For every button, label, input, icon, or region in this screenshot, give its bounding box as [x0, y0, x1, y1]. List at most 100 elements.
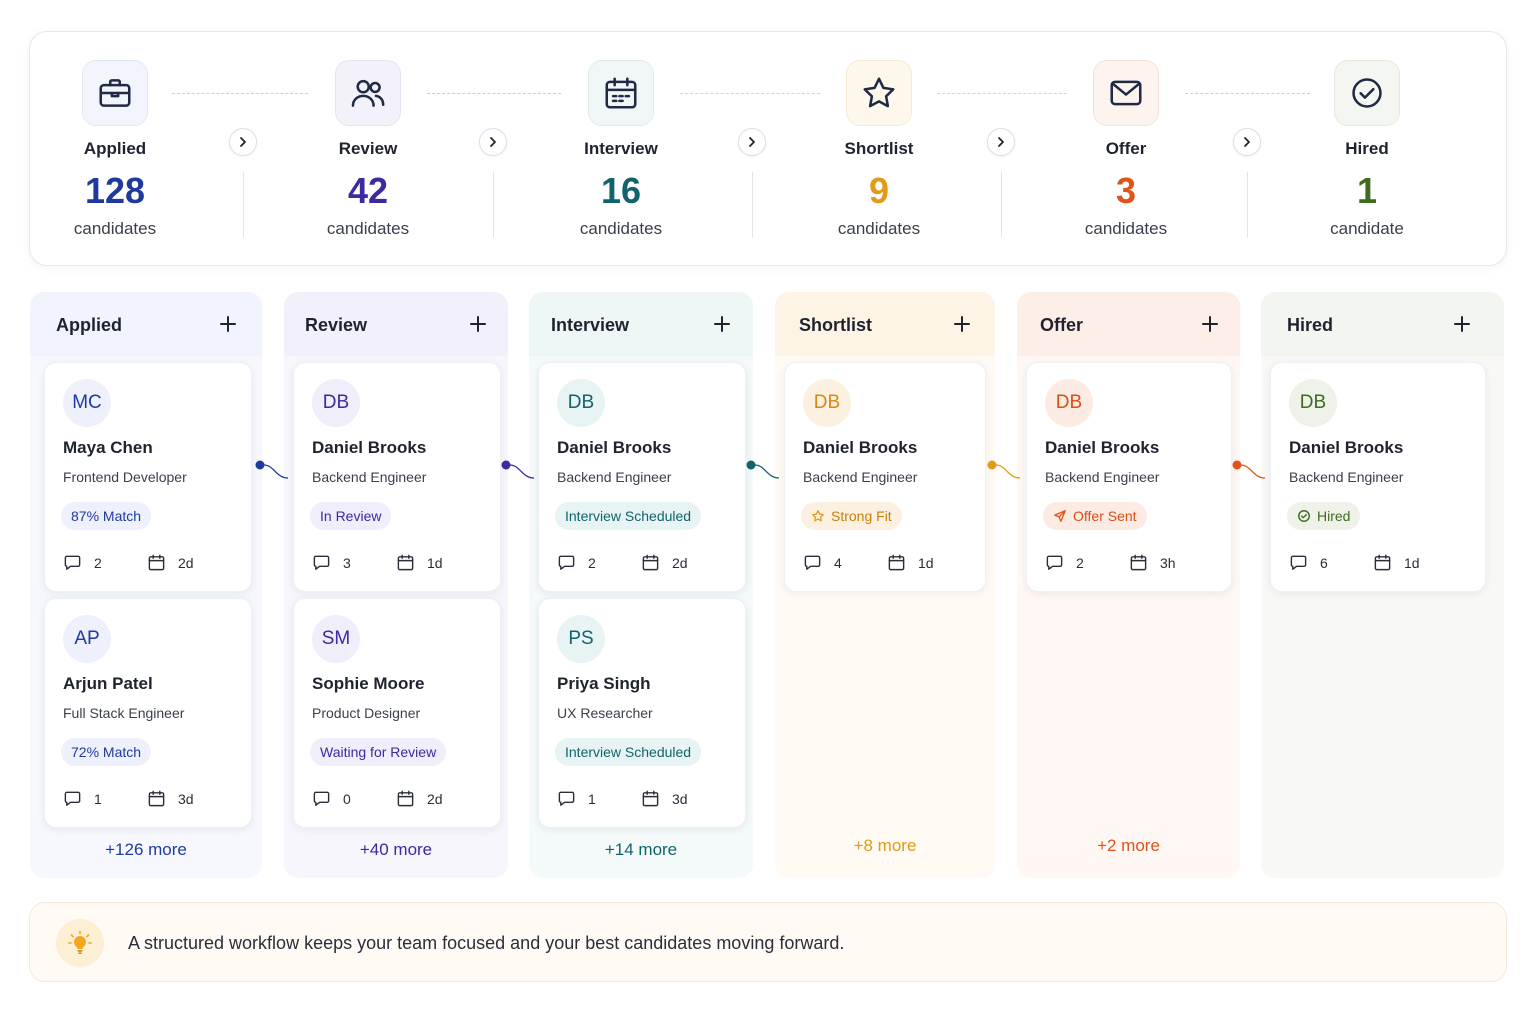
comments-count[interactable]: 1	[63, 789, 102, 808]
age-indicator: 3d	[147, 789, 194, 808]
stage-label: Interview	[584, 139, 658, 158]
add-candidate-button[interactable]	[216, 312, 240, 336]
stage-count: 16	[600, 170, 642, 211]
add-candidate-button[interactable]	[950, 312, 974, 336]
chevron-right-icon	[240, 137, 246, 147]
show-more-link[interactable]: +8 more	[853, 836, 917, 855]
candidate-card[interactable]: DB Daniel Brooks Backend Engineer In Rev…	[293, 362, 501, 592]
candidate-name: Daniel Brooks	[1289, 438, 1404, 457]
stage-review[interactable]: Review 42 candidates	[283, 32, 453, 239]
show-more-link[interactable]: +2 more	[1097, 836, 1160, 855]
candidate-name: Daniel Brooks	[557, 438, 672, 457]
candidate-card[interactable]: MC Maya Chen Frontend Developer 87% Matc…	[44, 362, 252, 592]
column-title: Offer	[1040, 315, 1084, 335]
comment-icon	[64, 555, 81, 570]
candidate-card[interactable]: DB Daniel Brooks Backend Engineer Hired …	[1270, 362, 1486, 592]
check-circle-icon	[1298, 510, 1310, 522]
column-hired: Hired DB Daniel Brooks Backend Engineer …	[1261, 292, 1504, 878]
comments-value: 1	[588, 790, 596, 807]
next-stage-button[interactable]	[229, 128, 257, 156]
divider	[1001, 172, 1002, 238]
column-title: Hired	[1287, 315, 1334, 335]
comments-count[interactable]: 4	[803, 553, 842, 572]
avatar: DB	[1045, 379, 1093, 427]
stage-shortlist[interactable]: Shortlist 9 candidates	[794, 32, 964, 239]
age-value: 3h	[1160, 554, 1176, 571]
next-stage-button[interactable]	[1233, 128, 1261, 156]
plus-icon	[714, 316, 730, 332]
stage-unit: candidates	[579, 219, 663, 238]
star-icon	[812, 510, 824, 522]
next-stage-button[interactable]	[987, 128, 1015, 156]
stage-applied[interactable]: Applied 128 candidates	[30, 32, 200, 239]
avatar: DB	[312, 379, 360, 427]
stage-connector	[680, 93, 820, 94]
stage-label: Shortlist	[844, 139, 914, 158]
stage-icon-box	[1334, 60, 1400, 126]
show-more-link[interactable]: +14 more	[604, 840, 678, 859]
age-indicator: 2d	[641, 553, 688, 572]
comments-count[interactable]: 6	[1289, 553, 1328, 572]
stage-icon-box	[1093, 60, 1159, 126]
candidate-name: Daniel Brooks	[312, 438, 427, 457]
stage-connector	[172, 93, 308, 94]
age-indicator: 3h	[1129, 553, 1176, 572]
candidate-card[interactable]: AP Arjun Patel Full Stack Engineer 72% M…	[44, 598, 252, 828]
age-indicator: 1d	[887, 553, 934, 572]
avatar: AP	[63, 615, 111, 663]
column-title: Interview	[551, 315, 630, 335]
comments-count[interactable]: 0	[312, 789, 351, 808]
candidate-name: Arjun Patel	[63, 674, 153, 693]
status-badge: In Review	[310, 502, 392, 530]
candidate-card[interactable]: SM Sophie Moore Product Designer Waiting…	[293, 598, 501, 828]
stage-hired[interactable]: Hired 1 candidate	[1282, 32, 1452, 239]
badge-label: Interview Scheduled	[565, 508, 692, 524]
show-more-link[interactable]: +126 more	[105, 840, 187, 859]
chevron-right-icon	[1244, 137, 1250, 147]
comments-value: 0	[343, 790, 351, 807]
plus-icon	[470, 316, 486, 332]
badge-label: 72% Match	[71, 744, 142, 760]
column-title: Review	[305, 315, 368, 335]
status-badge: Hired	[1287, 502, 1361, 530]
add-candidate-button[interactable]	[466, 312, 490, 336]
stage-offer[interactable]: Offer 3 candidates	[1041, 32, 1211, 239]
stage-connector	[937, 93, 1067, 94]
age-indicator: 1d	[396, 553, 443, 572]
comment-icon	[64, 791, 81, 806]
comments-count[interactable]: 1	[557, 789, 596, 808]
stage-count: 1	[1356, 170, 1378, 211]
calendar-icon	[1374, 554, 1391, 571]
candidate-card[interactable]: DB Daniel Brooks Backend Engineer Strong…	[784, 362, 986, 592]
stage-icon-box	[82, 60, 148, 126]
lightbulb-icon	[68, 930, 92, 954]
stage-count: 42	[347, 170, 389, 211]
add-candidate-button[interactable]	[1450, 312, 1474, 336]
next-stage-button[interactable]	[738, 128, 766, 156]
candidate-card[interactable]: DB Daniel Brooks Backend Engineer Interv…	[538, 362, 746, 592]
divider	[752, 172, 753, 238]
comments-count[interactable]: 2	[63, 553, 102, 572]
age-indicator: 2d	[147, 553, 194, 572]
badge-label: 87% Match	[71, 508, 142, 524]
column-title: Shortlist	[799, 315, 873, 335]
show-more-link[interactable]: +40 more	[359, 840, 433, 859]
comments-count[interactable]: 2	[1045, 553, 1084, 572]
stage-interview[interactable]: Interview 16 candidates	[536, 32, 706, 239]
stage-unit: candidates	[837, 219, 921, 238]
add-candidate-button[interactable]	[710, 312, 734, 336]
next-stage-button[interactable]	[479, 128, 507, 156]
stage-unit: candidates	[73, 219, 157, 238]
candidate-card[interactable]: DB Daniel Brooks Backend Engineer Offer …	[1026, 362, 1232, 592]
column-review: Review DB Daniel Brooks Backend Engineer…	[284, 292, 508, 878]
candidate-card[interactable]: PS Priya Singh UX Researcher Interview S…	[538, 598, 746, 828]
comments-count[interactable]: 3	[312, 553, 351, 572]
comments-value: 3	[343, 554, 351, 571]
calendar-icon	[397, 790, 414, 807]
comments-count[interactable]: 2	[557, 553, 596, 572]
add-candidate-button[interactable]	[1198, 312, 1222, 336]
chevron-right-icon	[998, 137, 1004, 147]
calendar-icon	[148, 790, 165, 807]
column-interview: Interview DB Daniel Brooks Backend Engin…	[529, 292, 753, 878]
calendar-icon	[1130, 554, 1147, 571]
